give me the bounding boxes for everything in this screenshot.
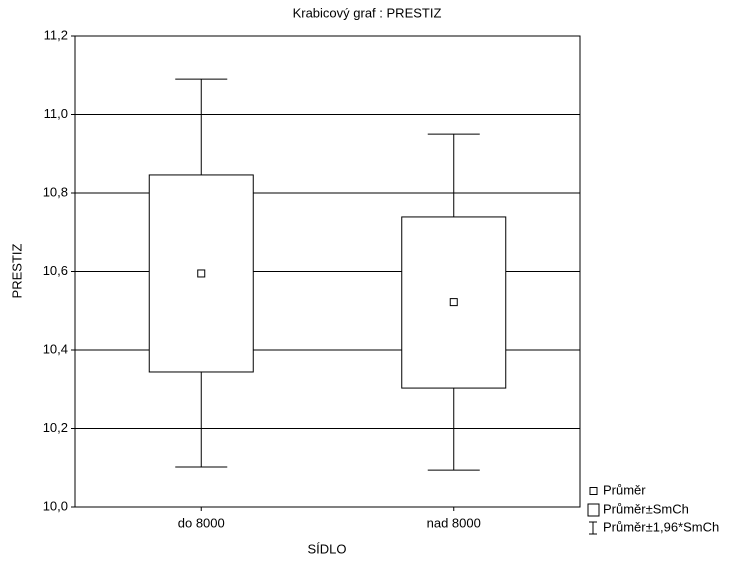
y-tick-label: 10,2 <box>43 420 68 435</box>
x-tick-label: do 8000 <box>178 515 225 530</box>
chart-title: Krabicový graf : PRESTIZ <box>293 5 442 20</box>
y-axis-label: PRESTIZ <box>9 243 24 298</box>
y-tick-label: 10,0 <box>43 498 68 513</box>
x-axis-label: SÍDLO <box>307 541 346 556</box>
legend-label: Průměr <box>603 482 646 497</box>
mean-marker <box>197 269 206 278</box>
legend-label: Průměr±1,96*SmCh <box>603 519 719 534</box>
y-tick-label: 11,2 <box>44 27 68 42</box>
legend-icon <box>587 503 600 517</box>
x-tick-label: nad 8000 <box>427 515 481 530</box>
y-tick-label: 11,0 <box>44 106 68 121</box>
y-tick-label: 10,8 <box>43 184 68 199</box>
y-tick-label: 10,4 <box>43 341 68 356</box>
mean-marker <box>449 298 458 307</box>
legend-icon <box>589 487 598 495</box>
plot-frame <box>74 35 581 508</box>
legend-label: Průměr±SmCh <box>603 501 689 516</box>
y-tick-label: 10,6 <box>43 263 68 278</box>
